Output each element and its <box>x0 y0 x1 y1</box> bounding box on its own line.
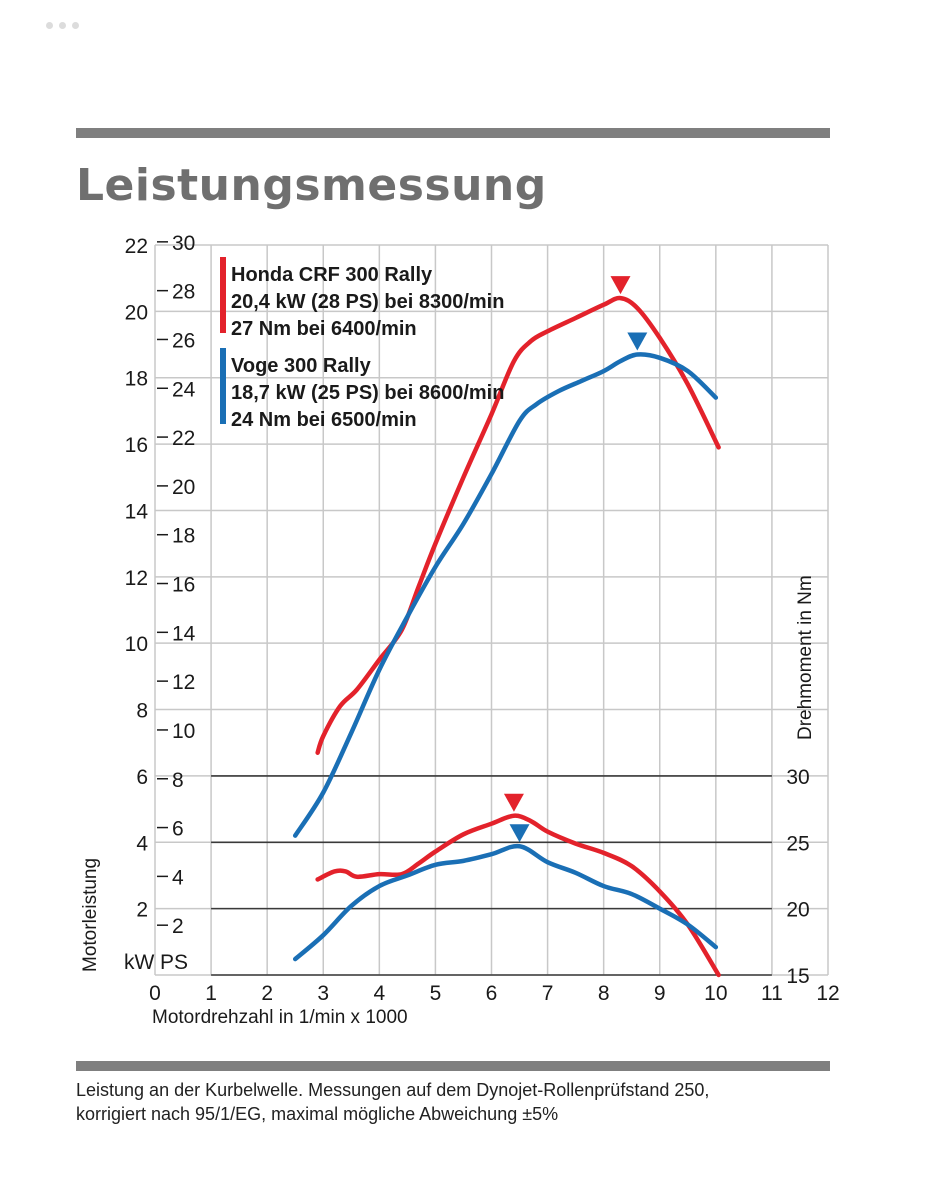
x-tick-label: 6 <box>486 982 498 1005</box>
nm-tick-label: 20 <box>786 899 809 922</box>
nm-tick-label: 30 <box>786 766 809 789</box>
more-dots-icon <box>46 22 53 29</box>
legend-torque-honda: 27 Nm bei 6400/min <box>231 318 417 340</box>
x-tick-label: 11 <box>761 982 783 1005</box>
ps-tick-label: 28 <box>172 281 195 304</box>
dyno-chart: 0 1 2 3 4 5 6 7 8 9 10 11 12246810121416182022246810… <box>80 232 840 1028</box>
honda-peak-marker <box>503 793 524 812</box>
ps-tick-label: 2 <box>172 915 184 938</box>
page-title: Leistungsmessung <box>76 160 547 211</box>
more-dots-icon <box>72 22 79 29</box>
x-tick-label: 5 <box>430 982 442 1005</box>
kw-tick-label: 22 <box>125 235 148 258</box>
nm-tick-label: 25 <box>786 832 809 855</box>
x-tick-label: 9 <box>654 982 666 1005</box>
legend-power-voge: 18,7 kW (25 PS) bei 8600/min <box>231 382 504 404</box>
axis-ticks: 0 1 2 3 4 5 6 7 8 9 10 11 12246810121416182022246810… <box>125 232 840 1005</box>
voge-torque-curve <box>292 843 719 962</box>
legend-name-honda: Honda CRF 300 Rally <box>231 264 433 286</box>
nm-tick-label: 15 <box>786 965 809 988</box>
caption-line-1: Leistung an der Kurbelwelle. Messungen a… <box>76 1080 710 1100</box>
legend-swatch-voge <box>220 348 226 424</box>
kw-tick-label: 10 <box>125 633 148 656</box>
x-tick-label: 7 <box>542 982 554 1005</box>
kw-tick-label: 14 <box>125 500 149 523</box>
y-axis-label-right: Drehmoment in Nm <box>795 575 816 740</box>
ps-tick-label: 8 <box>172 769 184 792</box>
bottom-divider-bar <box>76 1061 830 1071</box>
caption-line-2: korrigiert nach 95/1/EG, maximal möglich… <box>76 1104 559 1124</box>
more-dots-icon <box>59 22 66 29</box>
voge-peak-marker <box>627 332 648 351</box>
axis-labels: Motordrehzahl in 1/min x 1000 Motorleist… <box>80 575 816 1028</box>
x-axis-label: Motordrehzahl in 1/min x 1000 <box>152 1007 408 1028</box>
kw-tick-label: 12 <box>125 567 148 590</box>
ps-tick-label: 22 <box>172 427 195 450</box>
ps-tick-label: 16 <box>172 574 195 597</box>
x-tick-label: 8 <box>598 982 610 1005</box>
kw-tick-label: 4 <box>136 832 148 855</box>
ps-tick-label: 10 <box>172 720 195 743</box>
voge-peak-marker <box>509 824 530 843</box>
ps-tick-label: 12 <box>172 671 195 694</box>
ps-tick-label: 30 <box>172 232 195 255</box>
x-tick-label: 0 <box>149 982 161 1005</box>
unit-kw-label: kW <box>124 951 155 974</box>
honda-torque-curve <box>315 813 721 978</box>
x-tick-label: 3 <box>317 982 329 1005</box>
ps-tick-label: 4 <box>172 866 184 889</box>
kw-tick-label: 2 <box>136 899 148 922</box>
kw-tick-label: 16 <box>125 434 148 457</box>
x-tick-label: 12 <box>816 982 839 1005</box>
ps-tick-label: 20 <box>172 476 195 499</box>
legend-name-voge: Voge 300 Rally <box>231 355 372 377</box>
x-tick-label: 1 <box>205 982 217 1005</box>
kw-tick-label: 18 <box>125 368 148 391</box>
ps-tick-label: 26 <box>172 329 195 352</box>
legend: Honda CRF 300 Rally 20,4 kW (28 PS) bei 8… <box>220 257 504 431</box>
legend-swatch-honda <box>220 257 226 333</box>
kw-tick-label: 20 <box>125 301 148 324</box>
y-axis-label-left: Motorleistung <box>80 858 101 972</box>
window-menu-dots[interactable] <box>46 22 79 29</box>
caption: Leistung an der Kurbelwelle. Messungen a… <box>76 1078 709 1126</box>
ps-tick-label: 18 <box>172 525 195 548</box>
x-tick-label: 4 <box>373 982 385 1005</box>
ps-tick-label: 24 <box>172 378 196 401</box>
x-tick-label: 2 <box>261 982 273 1005</box>
honda-peak-marker <box>610 276 631 295</box>
honda-power-curve <box>315 295 721 755</box>
legend-power-honda: 20,4 kW (28 PS) bei 8300/min <box>231 291 504 313</box>
legend-torque-voge: 24 Nm bei 6500/min <box>231 409 417 431</box>
ps-tick-label: 14 <box>172 622 196 645</box>
unit-ps-label: PS <box>160 951 188 974</box>
x-tick-label: 10 <box>704 982 727 1005</box>
curves <box>292 276 721 978</box>
voge-power-curve <box>292 352 719 838</box>
top-divider-bar <box>76 128 830 138</box>
kw-tick-label: 8 <box>136 700 148 723</box>
kw-tick-label: 6 <box>136 766 148 789</box>
ps-tick-label: 6 <box>172 818 184 841</box>
